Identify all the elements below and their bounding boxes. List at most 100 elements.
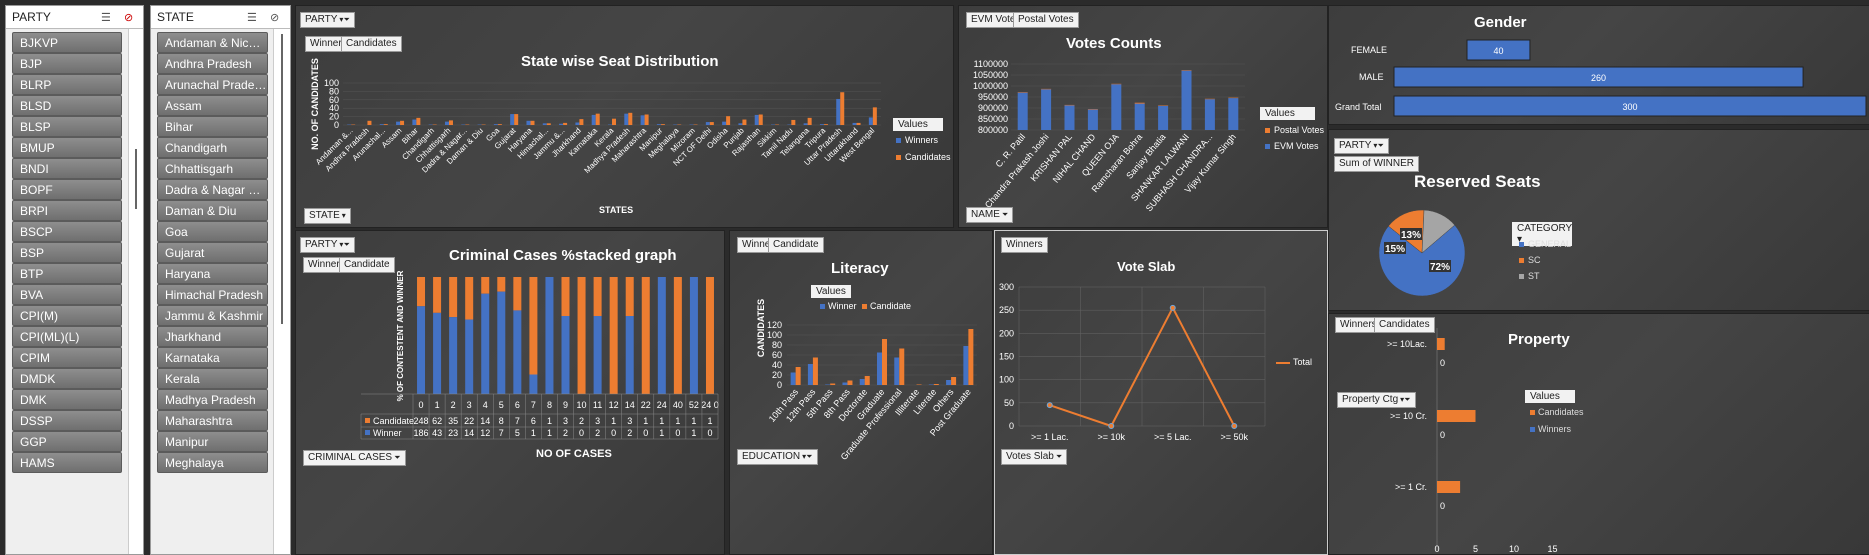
table-value-candidate: 1 — [643, 416, 648, 426]
party-slicer-item[interactable]: BJKVP — [12, 32, 122, 53]
state-slicer-item[interactable]: Manipur — [157, 431, 268, 452]
bar-winners — [526, 121, 530, 125]
bar-winner — [877, 353, 882, 386]
party-slicer-item[interactable]: CPI(M) — [12, 305, 122, 326]
x-tick-label: 12 — [609, 400, 619, 410]
party-slicer-scrollbar[interactable] — [128, 29, 143, 554]
bar-winners — [820, 124, 824, 125]
bar-candidate — [830, 384, 835, 386]
party-slicer-item[interactable]: BLRP — [12, 74, 122, 95]
bar-winners — [543, 123, 547, 125]
table-value-winner: 0 — [675, 428, 680, 438]
bar-candidate — [433, 277, 441, 313]
bar-candidate — [917, 385, 922, 386]
bar-candidate — [449, 277, 457, 317]
party-slicer-item[interactable]: CPIM — [12, 347, 122, 368]
party-slicer-item[interactable]: HAMS — [12, 452, 122, 473]
state-slicer-item[interactable]: Andhra Pradesh — [157, 53, 268, 74]
bar-winners — [592, 115, 596, 125]
party-slicer-item[interactable]: BLSP — [12, 116, 122, 137]
state-slicer-item[interactable]: Assam — [157, 95, 268, 116]
party-scroll-thumb[interactable] — [135, 149, 137, 209]
state-slicer-item[interactable]: Kerala — [157, 368, 268, 389]
bar-candidates — [563, 123, 567, 125]
table-value-candidate: 1 — [707, 416, 712, 426]
y-tick-label: 100 — [767, 330, 782, 340]
bar-candidate — [562, 277, 570, 316]
name-axis-button[interactable]: NAME⏷ — [966, 207, 1013, 223]
state-slicer-item[interactable]: Andaman & Nicoba... — [157, 32, 268, 53]
table-value-winner: 1 — [547, 428, 552, 438]
party-slicer-item[interactable]: DMDK — [12, 368, 122, 389]
state-slicer-item[interactable]: Meghalaya — [157, 452, 268, 473]
party-slicer-item[interactable]: BVA — [12, 284, 122, 305]
party-slicer-item[interactable]: BJP — [12, 53, 122, 74]
party-slicer-item[interactable]: BSCP — [12, 221, 122, 242]
state-axis-button[interactable]: STATE▾ — [304, 208, 351, 224]
state-scroll-thumb[interactable] — [281, 34, 283, 324]
state-slicer-item[interactable]: Dadra & Nagar Hav... — [157, 179, 268, 200]
education-axis-button[interactable]: EDUCATION▾⏷ — [737, 449, 818, 465]
multi-select-icon[interactable]: ☰ — [101, 11, 111, 24]
state-slicer-item[interactable]: Chandigarh — [157, 137, 268, 158]
bar-winner — [626, 316, 634, 394]
bar-candidates — [661, 124, 665, 125]
pie-data-label: 13% — [1401, 230, 1421, 241]
table-value-candidate: 6 — [531, 416, 536, 426]
clear-filter-icon[interactable]: ⊘ — [124, 11, 133, 24]
table-value-winner: 2 — [595, 428, 600, 438]
state-slicer-item[interactable]: Maharashtra — [157, 410, 268, 431]
bar-evm-votes — [1111, 84, 1121, 130]
party-slicer-item[interactable]: GGP — [12, 431, 122, 452]
party-slicer-item[interactable]: BMUP — [12, 137, 122, 158]
clear-filter-icon[interactable]: ⊘ — [270, 11, 279, 24]
bar-winner — [860, 379, 865, 385]
table-value-winner: 186 — [414, 428, 429, 438]
state-slicer-item[interactable]: Jharkhand — [157, 326, 268, 347]
bar-candidates — [547, 123, 551, 125]
bar-winners — [396, 122, 400, 125]
y-tick-label: 80 — [772, 340, 782, 350]
table-value-winner: 0 — [611, 428, 616, 438]
bar-candidates — [840, 92, 844, 125]
state-slicer-item[interactable]: Daman & Diu — [157, 200, 268, 221]
votes-slab-axis-button[interactable]: Votes Slab⏷ — [1001, 449, 1067, 465]
bar-evm-votes — [1088, 110, 1098, 130]
bar-winners — [853, 123, 857, 125]
state-slicer-item[interactable]: Haryana — [157, 263, 268, 284]
party-slicer-item[interactable]: CPI(ML)(L) — [12, 326, 122, 347]
party-slicer-item[interactable]: DSSP — [12, 410, 122, 431]
y-tick-label: 1050000 — [973, 70, 1008, 80]
state-slicer-item[interactable]: Goa — [157, 221, 268, 242]
state-slicer-item[interactable]: Bihar — [157, 116, 268, 137]
reserved-chart-panel: PARTY▾⏷ Sum of WINNER Reserved Seats 72%… — [1328, 129, 1869, 311]
state-slicer-item[interactable]: Madhya Pradesh — [157, 389, 268, 410]
y-tick-label: 300 — [999, 282, 1014, 292]
party-slicer-item[interactable]: BOPF — [12, 179, 122, 200]
multi-select-icon[interactable]: ☰ — [247, 11, 257, 24]
party-slicer-item[interactable]: BNDI — [12, 158, 122, 179]
state-slicer-item[interactable]: Gujarat — [157, 242, 268, 263]
y-tick-label: >= 1 Cr. — [1395, 482, 1427, 492]
bar-candidates — [1437, 481, 1460, 493]
state-slicer-item[interactable]: Jammu & Kashmir — [157, 305, 268, 326]
bar-candidate — [706, 277, 714, 394]
bar-winner — [946, 380, 951, 385]
state-slicer-item[interactable]: Arunachal Pradesh — [157, 74, 268, 95]
state-slicer: STATE ☰ ⊘ Andaman & Nicoba...Andhra Prad… — [150, 5, 291, 555]
party-slicer-item[interactable]: BLSD — [12, 95, 122, 116]
bar-candidates — [791, 120, 795, 125]
party-slicer-item[interactable]: BTP — [12, 263, 122, 284]
category-legend-label: CATEGORY — [1517, 223, 1572, 234]
party-slicer-item[interactable]: BRPI — [12, 200, 122, 221]
party-slicer-item[interactable]: BSP — [12, 242, 122, 263]
state-slicer-item[interactable]: Chhattisgarh — [157, 158, 268, 179]
table-value-candidate: 1 — [547, 416, 552, 426]
criminal-cases-axis-button[interactable]: CRIMINAL CASES⏷ — [303, 450, 406, 466]
state-slicer-scrollbar[interactable] — [273, 29, 290, 554]
state-slicer-item[interactable]: Karnataka — [157, 347, 268, 368]
state-slicer-item[interactable]: Himachal Pradesh — [157, 284, 268, 305]
table-value-winner: 1 — [691, 428, 696, 438]
party-slicer-item[interactable]: DMK — [12, 389, 122, 410]
